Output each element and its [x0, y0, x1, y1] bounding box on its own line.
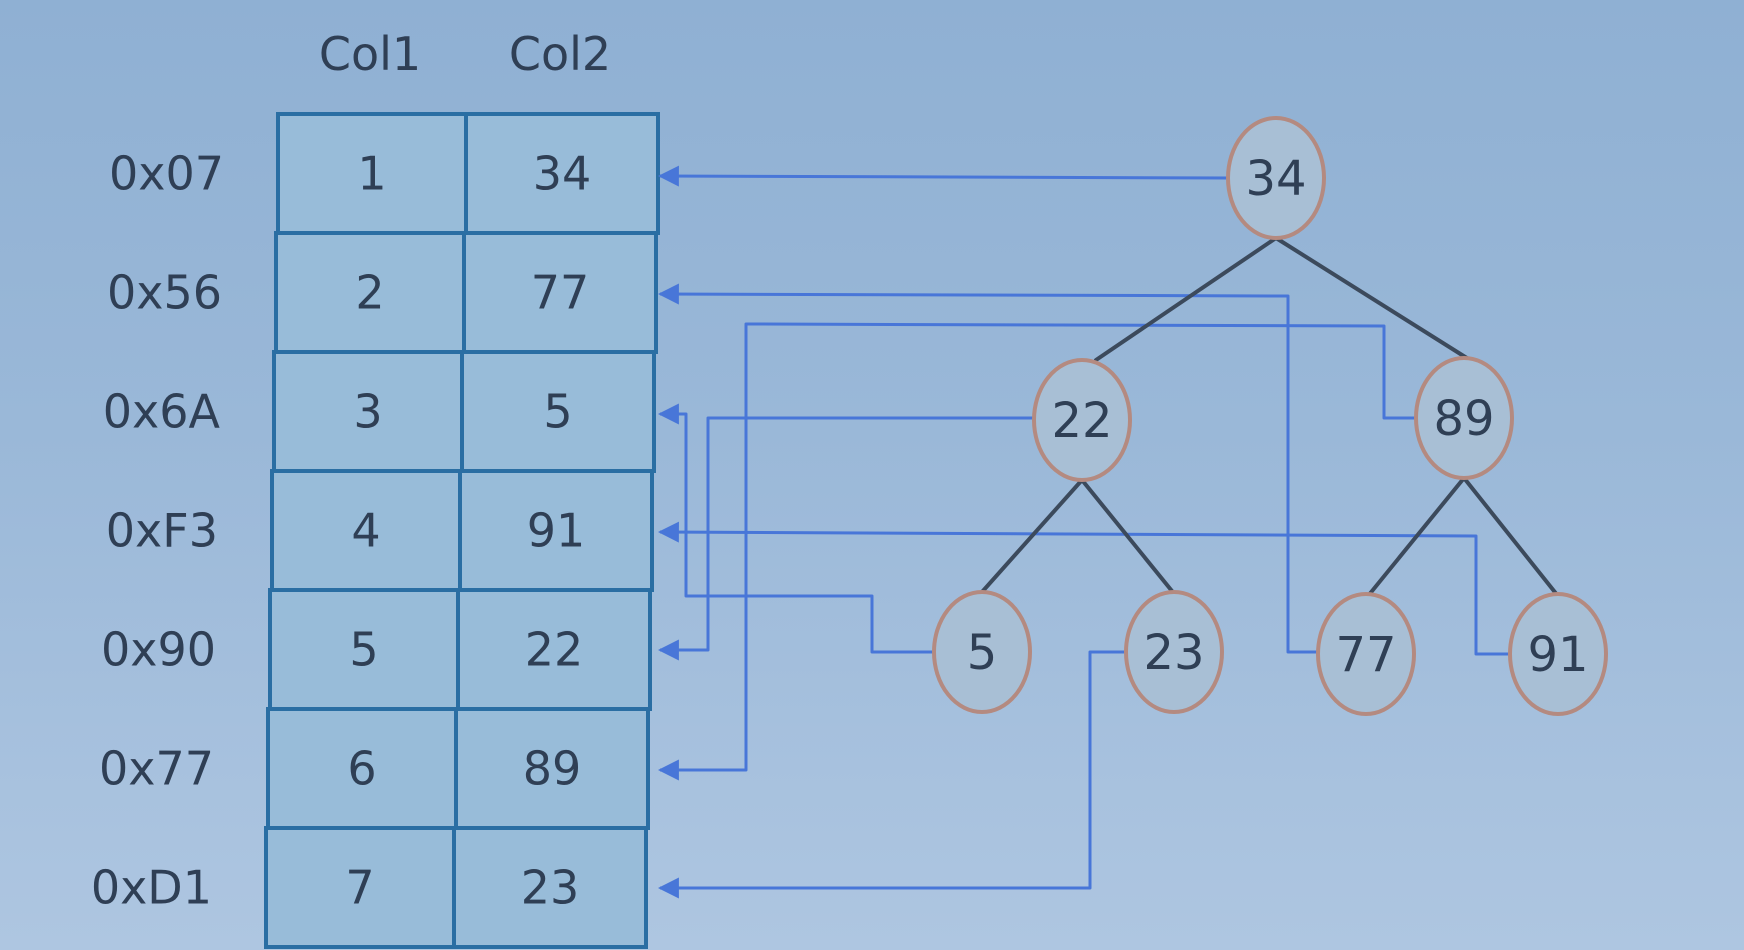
memory-table: 0x07 1 34 0x56 2 77 0x6A 3 5 0xF3 4 91 0x90 5 22 0x77 6 8…	[91, 112, 660, 949]
table-cell-col1-value: 7	[345, 861, 374, 915]
tree-nodes: 34 22 89 5 23 77 91	[932, 116, 1608, 716]
table-cell-col2	[462, 231, 658, 354]
column-headers: Col1 Col2	[319, 27, 611, 81]
column-header-col2: Col2	[509, 27, 611, 81]
table-row: 0x07 1 34	[109, 112, 660, 235]
pointer-91-to-row-0xF3	[657, 521, 1510, 656]
tree-node-5: 5	[932, 590, 1032, 714]
table-cell-col1	[264, 826, 456, 949]
row-address-label: 0x77	[99, 742, 214, 796]
edge-34-22	[1094, 236, 1278, 362]
table-cell-col1	[276, 112, 468, 235]
tree-node-23: 23	[1124, 590, 1224, 714]
table-cell-col2	[458, 469, 654, 592]
tree-node-34: 34	[1226, 116, 1326, 240]
table-cell-col2-value: 89	[523, 742, 582, 796]
row-address-label: 0x6A	[103, 385, 221, 439]
table-cell-col2-value: 23	[521, 861, 580, 915]
pointer-77-to-row-0x56	[657, 283, 1318, 654]
pointer-22-to-row-0x90	[657, 416, 1036, 661]
tree-node-22: 22	[1032, 358, 1132, 482]
row-address-label: 0x90	[101, 623, 216, 677]
row-address-label: 0xD1	[91, 861, 212, 915]
tree-node-label: 77	[1335, 627, 1396, 683]
row-address-label: 0x07	[109, 147, 224, 201]
table-cell-col1-value: 2	[355, 266, 384, 320]
tree-node-91: 91	[1508, 592, 1608, 716]
tree-node-label: 34	[1245, 151, 1306, 207]
tree-node-label: 5	[967, 625, 998, 681]
table-cell-col1-value: 1	[357, 147, 386, 201]
tree-node-89: 89	[1414, 356, 1514, 480]
pointer-34-to-row-0x07	[657, 165, 1231, 187]
tree-node-label: 23	[1143, 625, 1204, 681]
pointer-lines	[657, 165, 1510, 899]
edge-89-77	[1366, 476, 1466, 598]
table-cell-col2	[454, 707, 650, 830]
table-cell-col2-value: 34	[533, 147, 592, 201]
table-row: 0x56 2 77	[107, 231, 658, 354]
tree-node-label: 22	[1051, 393, 1112, 449]
table-cell-col1-value: 3	[353, 385, 382, 439]
pointer-5-to-row-0x6A	[657, 403, 936, 654]
edge-89-91	[1462, 476, 1560, 598]
table-row: 0xF3 4 91	[106, 469, 654, 592]
table-row: 0x6A 3 5	[103, 350, 656, 473]
table-cell-col2-value: 91	[527, 504, 586, 558]
row-address-label: 0xF3	[106, 504, 218, 558]
tree-node-label: 89	[1433, 391, 1494, 447]
table-row: 0xD1 7 23	[91, 826, 648, 949]
pointer-89-to-row-0x77	[657, 322, 1420, 781]
table-cell-col2-value: 5	[543, 385, 572, 439]
column-header-col1: Col1	[319, 27, 421, 81]
table-cell-col1-value: 4	[351, 504, 380, 558]
table-cell-col2	[456, 588, 652, 711]
row-address-label: 0x56	[107, 266, 222, 320]
table-row: 0x77 6 89	[99, 707, 650, 830]
edge-34-89	[1274, 236, 1472, 362]
table-cell-col2-value: 22	[525, 623, 584, 677]
table-cell-col1-value: 5	[349, 623, 378, 677]
edge-22-5	[980, 478, 1084, 594]
table-cell-col2	[464, 112, 660, 235]
table-cell-col2	[460, 350, 656, 473]
table-cell-col2-value: 77	[531, 266, 590, 320]
table-cell-col2	[452, 826, 648, 949]
tree-node-label: 91	[1527, 627, 1588, 683]
table-row: 0x90 5 22	[101, 588, 652, 711]
table-cell-col1-value: 6	[347, 742, 376, 796]
tree-node-77: 77	[1316, 592, 1416, 716]
edge-22-23	[1080, 478, 1178, 598]
tree-edges	[980, 236, 1560, 598]
pointer-23-to-row-0xD1	[657, 650, 1128, 899]
